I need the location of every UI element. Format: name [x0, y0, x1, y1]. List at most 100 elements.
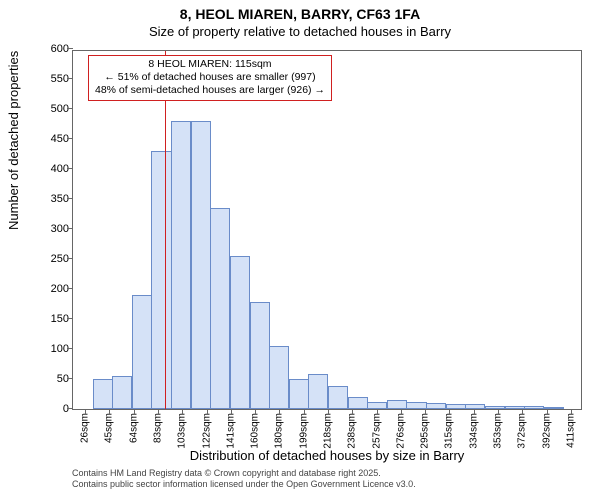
histogram-bar [230, 256, 250, 409]
x-tick-label: 83sqm [153, 413, 164, 443]
y-tick-label: 300 [51, 223, 69, 235]
x-tick-mark [352, 409, 353, 415]
x-tick-mark [498, 409, 499, 415]
y-tick-mark [67, 108, 73, 109]
x-tick-mark [547, 409, 548, 415]
annotation-box: 8 HEOL MIAREN: 115sqm← 51% of detached h… [88, 55, 332, 101]
x-tick-mark [182, 409, 183, 415]
y-tick-mark [67, 258, 73, 259]
x-tick-label: 218sqm [323, 413, 334, 449]
annotation-line: ← 51% of detached houses are smaller (99… [95, 71, 325, 84]
y-tick-label: 400 [51, 163, 69, 175]
x-tick-mark [328, 409, 329, 415]
x-tick-label: 64sqm [128, 413, 139, 443]
x-tick-label: 257sqm [371, 413, 382, 449]
x-tick-label: 353sqm [493, 413, 504, 449]
annotation-line: 48% of semi-detached houses are larger (… [95, 84, 325, 97]
y-tick-mark [67, 228, 73, 229]
histogram-bar [524, 406, 544, 409]
histogram-bar [328, 386, 348, 409]
annotation-line: 8 HEOL MIAREN: 115sqm [95, 58, 325, 71]
x-tick-label: 411sqm [565, 413, 576, 448]
histogram-bar [308, 374, 328, 409]
x-tick-label: 334sqm [468, 413, 479, 449]
y-tick-mark [67, 378, 73, 379]
x-tick-label: 160sqm [250, 413, 261, 449]
y-tick-mark [67, 408, 73, 409]
histogram-bar [151, 151, 171, 409]
y-tick-label: 600 [51, 43, 69, 55]
x-tick-label: 103sqm [177, 413, 188, 449]
x-tick-label: 372sqm [517, 413, 528, 449]
x-tick-mark [401, 409, 402, 415]
chart-subtitle: Size of property relative to detached ho… [0, 24, 600, 39]
histogram-bar [250, 302, 270, 409]
x-tick-label: 26sqm [80, 413, 91, 443]
x-tick-mark [522, 409, 523, 415]
y-tick-mark [67, 168, 73, 169]
histogram-bar [171, 121, 191, 409]
y-axis-label: Number of detached properties [6, 51, 21, 230]
y-tick-label: 150 [51, 313, 69, 325]
y-tick-label: 450 [51, 133, 69, 145]
histogram-bar [112, 376, 132, 409]
histogram-bar [191, 121, 211, 409]
x-tick-label: 238sqm [347, 413, 358, 449]
plot-area: 05010015020025030035040045050055060026sq… [72, 50, 582, 410]
x-tick-label: 141sqm [225, 413, 236, 449]
x-tick-mark [304, 409, 305, 415]
y-tick-label: 500 [51, 103, 69, 115]
y-tick-label: 200 [51, 283, 69, 295]
x-tick-mark [425, 409, 426, 415]
x-tick-mark [571, 409, 572, 415]
y-tick-label: 350 [51, 193, 69, 205]
histogram-bar [367, 402, 387, 409]
x-tick-mark [279, 409, 280, 415]
x-tick-label: 295sqm [420, 413, 431, 449]
x-tick-mark [207, 409, 208, 415]
x-tick-mark [158, 409, 159, 415]
y-tick-mark [67, 288, 73, 289]
y-tick-mark [67, 138, 73, 139]
x-tick-label: 180sqm [274, 413, 285, 449]
x-tick-label: 45sqm [104, 413, 115, 443]
histogram-bar [269, 346, 289, 409]
histogram-bar [426, 403, 446, 409]
x-tick-mark [449, 409, 450, 415]
y-tick-mark [67, 348, 73, 349]
x-tick-mark [231, 409, 232, 415]
x-tick-label: 392sqm [541, 413, 552, 449]
histogram-bar [348, 397, 368, 409]
histogram-bar [406, 402, 426, 409]
x-tick-label: 276sqm [395, 413, 406, 449]
x-tick-mark [474, 409, 475, 415]
histogram-bar [289, 379, 309, 409]
chart-title: 8, HEOL MIAREN, BARRY, CF63 1FA [0, 6, 600, 22]
y-tick-label: 100 [51, 343, 69, 355]
credit-text: Contains HM Land Registry data © Crown c… [72, 468, 592, 491]
x-tick-mark [134, 409, 135, 415]
y-tick-mark [67, 318, 73, 319]
y-tick-label: 50 [57, 373, 69, 385]
x-tick-mark [85, 409, 86, 415]
credit-line: Contains public sector information licen… [72, 479, 592, 490]
histogram-bar [210, 208, 230, 409]
histogram-bar [93, 379, 113, 409]
x-tick-mark [377, 409, 378, 415]
histogram-bar [465, 404, 485, 409]
x-tick-label: 315sqm [444, 413, 455, 449]
y-tick-mark [67, 78, 73, 79]
x-tick-mark [109, 409, 110, 415]
x-axis-label: Distribution of detached houses by size … [72, 448, 582, 463]
x-tick-label: 122sqm [201, 413, 212, 449]
histogram-bar [387, 400, 407, 409]
x-tick-label: 199sqm [298, 413, 309, 449]
y-tick-label: 0 [63, 403, 69, 415]
y-tick-label: 250 [51, 253, 69, 265]
reference-line [165, 51, 166, 409]
y-tick-mark [67, 198, 73, 199]
histogram-bar [485, 406, 505, 409]
y-tick-mark [67, 48, 73, 49]
y-tick-label: 550 [51, 73, 69, 85]
histogram-bar [132, 295, 152, 409]
